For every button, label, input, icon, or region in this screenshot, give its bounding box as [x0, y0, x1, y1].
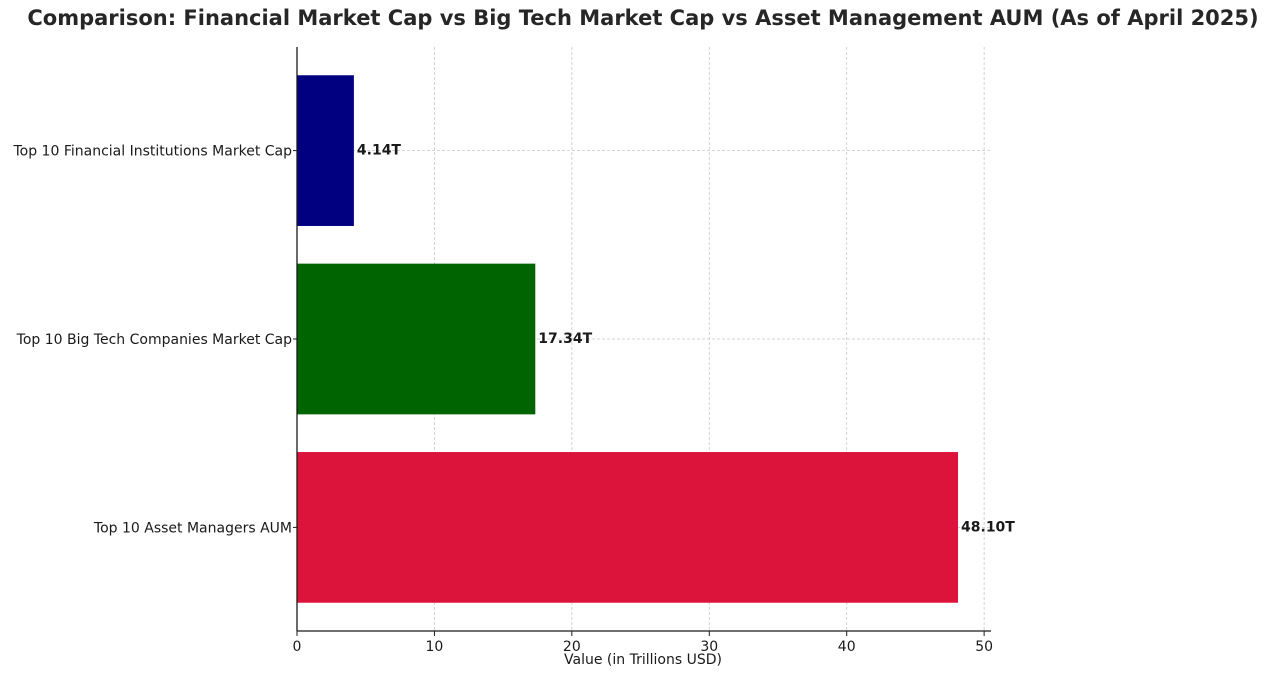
- value-label-0: 4.14T: [357, 143, 402, 159]
- x-tick-label-40: 40: [838, 639, 856, 655]
- x-tick-label-20: 20: [563, 639, 581, 655]
- x-tick-label-0: 0: [293, 639, 302, 655]
- grid-lines: [296, 47, 991, 631]
- bar-0: [297, 75, 354, 226]
- x-tick-label-30: 30: [700, 639, 718, 655]
- category-label-0: Top 10 Financial Institutions Market Cap: [12, 144, 292, 160]
- chart-title: Comparison: Financial Market Cap vs Big …: [27, 6, 1258, 30]
- x-tick-label-10: 10: [426, 639, 444, 655]
- category-label-2: Top 10 Asset Managers AUM: [93, 520, 292, 536]
- bars: [297, 75, 959, 603]
- value-label-1: 17.34T: [538, 331, 592, 347]
- x-axis-ticks: 0 10 20 30 40 50: [293, 631, 993, 655]
- y-axis-category-labels: Top 10 Financial Institutions Market Cap…: [12, 144, 297, 536]
- bar-1: [297, 263, 536, 415]
- value-label-2: 48.10T: [961, 519, 1015, 535]
- category-label-1: Top 10 Big Tech Companies Market Cap: [16, 332, 292, 348]
- bar-2: [297, 452, 959, 603]
- x-axis-label: Value (in Trillions USD): [564, 652, 722, 668]
- x-tick-label-50: 50: [975, 639, 993, 655]
- bar-value-labels: 4.14T 17.34T 48.10T: [357, 143, 1015, 536]
